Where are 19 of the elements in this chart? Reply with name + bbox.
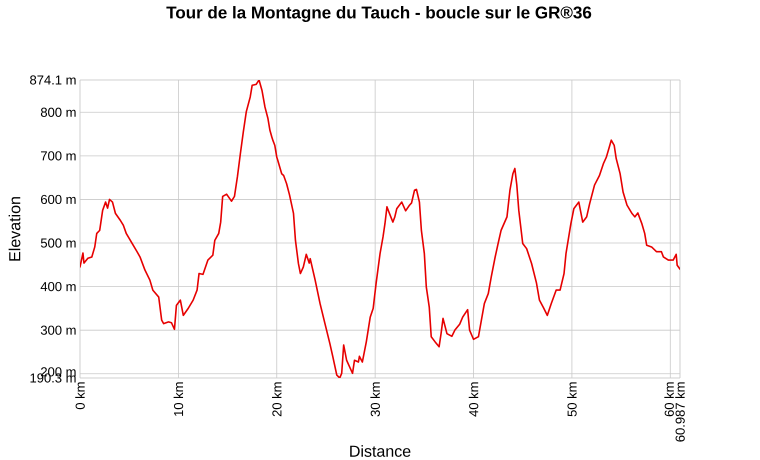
x-tick-label: 40 km (468, 382, 478, 417)
y-tick-label: 500 m (40, 238, 76, 248)
x-tick-label: 20 km (272, 382, 282, 416)
y-tick-label: 600 m (41, 194, 76, 204)
y-tick-label: 400 m (40, 282, 76, 292)
y-axis-title: Elevation (8, 197, 20, 261)
x-axis-title: Distance (350, 445, 410, 457)
line-series (80, 80, 680, 378)
x-tick-label: 30 km (370, 382, 380, 416)
y-tick-label: 874.1 m (30, 75, 76, 85)
x-tick-label: 60.987 km (675, 382, 685, 442)
x-tick-label: 0 km (75, 382, 85, 410)
y-tick-label: 800 m (40, 108, 76, 117)
chart-title: Tour de la Montagne du Tauch - boucle sur le GR®36 (166, 6, 592, 22)
y-tick-label: 300 m (40, 326, 76, 335)
x-tick-label: 10 km (174, 382, 184, 416)
y-tick-label: 700 m (41, 151, 76, 160)
x-tick-label: 50 km (567, 382, 577, 416)
x-tick-label: 60 km (664, 382, 674, 416)
